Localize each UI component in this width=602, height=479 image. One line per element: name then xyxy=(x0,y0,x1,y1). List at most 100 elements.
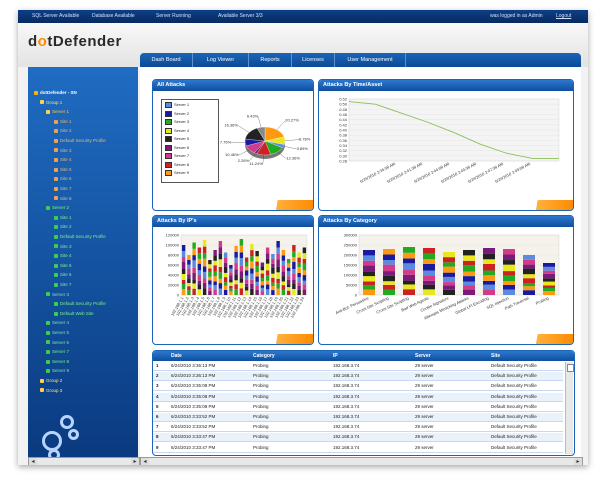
bar-segment xyxy=(265,253,270,259)
tree-node[interactable]: Group 2 xyxy=(40,377,62,384)
tree-node[interactable]: Server 6 xyxy=(46,339,69,346)
bar-segment xyxy=(523,283,535,287)
tree-node[interactable]: Server 8 xyxy=(46,358,69,365)
table-cell: 192.168.3.74 xyxy=(333,393,360,399)
tree-node[interactable]: Default Security Profile xyxy=(54,233,106,240)
tree-node[interactable]: Server 7 xyxy=(46,348,69,355)
y-tick-label: 0.46 xyxy=(339,112,348,117)
tree-node[interactable]: Site 5 xyxy=(54,262,72,269)
bar-segment xyxy=(192,242,196,249)
tree-node[interactable]: Default Web Site xyxy=(54,310,94,317)
tree-node[interactable]: Server 5 xyxy=(46,329,69,336)
scroll-right-arrow-icon[interactable]: ▸ xyxy=(131,458,139,465)
tab-log-viewer[interactable]: Log Viewer xyxy=(193,53,249,67)
tree-node[interactable]: Site 3 xyxy=(54,243,72,250)
col-site[interactable]: Site xyxy=(491,353,501,359)
bar-segment xyxy=(383,284,395,290)
table-row[interactable]: 7 6/24/2010 3:33:52 PM Probing 192.168.3.74… xyxy=(153,423,563,433)
table-row[interactable]: 1 6/24/2010 3:36:13 PM Probing 192.168.3.74… xyxy=(153,362,563,371)
table-row[interactable]: 9 6/24/2010 3:33:47 PM Probing 192.168.3.74… xyxy=(153,444,563,453)
tree-node[interactable]: Site 6 xyxy=(54,271,72,278)
tree-node[interactable]: Site 4 xyxy=(54,252,72,259)
table-cell: 8 xyxy=(156,434,159,440)
tree-node-label: Server 8 xyxy=(52,358,70,364)
tree-node[interactable]: Default Security Profile xyxy=(54,137,106,144)
bar-segment xyxy=(202,246,207,254)
tree-node[interactable]: Site 7 xyxy=(54,281,72,288)
tree-node-label: Site 1 xyxy=(60,118,72,124)
table-row[interactable]: 4 6/24/2010 3:35:08 PM Probing 192.168.3.74… xyxy=(153,392,563,402)
bar-segment xyxy=(218,272,223,279)
tree-node[interactable]: Site 2 xyxy=(54,127,72,134)
tree-node[interactable]: Site 5 xyxy=(54,166,72,173)
tab-dashboard[interactable]: Dash Board xyxy=(140,53,193,67)
bar-segment xyxy=(202,266,207,272)
tree-node[interactable]: Site 1 xyxy=(54,118,72,125)
col-ip[interactable]: IP xyxy=(333,353,338,359)
tree-node[interactable]: Site 1 xyxy=(54,214,72,221)
bar-segment xyxy=(403,280,415,285)
tree-node[interactable]: Server 9 xyxy=(46,367,69,374)
table-row[interactable]: 6 6/24/2010 3:33:52 PM Probing 192.168.3.74… xyxy=(153,413,563,422)
tree-node[interactable]: Site 4 xyxy=(54,156,72,163)
bar-segment xyxy=(271,258,275,264)
scroll-left-arrow-icon[interactable]: ◂ xyxy=(29,458,37,465)
bar-segment xyxy=(443,282,455,286)
server-icon xyxy=(46,359,50,364)
scroll-thumb[interactable] xyxy=(567,364,574,372)
bar-segment xyxy=(297,272,301,278)
site-icon xyxy=(54,225,58,230)
bar-segment xyxy=(383,281,395,285)
table-scrollbar[interactable] xyxy=(565,362,574,454)
bar-segment xyxy=(463,289,475,295)
bar-segment xyxy=(463,260,475,266)
tree-node[interactable]: Server 4 xyxy=(46,319,69,326)
bar-segment xyxy=(483,263,495,271)
scroll-left-arrow-icon[interactable]: ◂ xyxy=(141,458,149,465)
tree-node[interactable]: Site 3 xyxy=(54,147,72,154)
tree-node[interactable]: Site 6 xyxy=(54,175,72,182)
tree-node[interactable]: Group 1 xyxy=(40,99,62,106)
table-cell: 192.168.3.74 xyxy=(333,424,360,430)
tree-node[interactable]: Server 3 xyxy=(46,291,69,298)
table-row[interactable]: 3 6/24/2010 3:35:08 PM Probing 192.168.3.74… xyxy=(153,382,563,392)
tree-node[interactable]: Group 3 xyxy=(40,387,62,394)
tree-node[interactable]: Site 2 xyxy=(54,223,72,230)
tab-reports[interactable]: Reports xyxy=(249,53,292,67)
tree-node-label: Group 3 xyxy=(46,387,63,393)
bar-segment xyxy=(403,289,415,295)
table-row[interactable]: 8 6/24/2010 3:33:47 PM Probing 192.168.3.74… xyxy=(153,433,563,443)
tab-licenses[interactable]: Licenses xyxy=(292,53,335,67)
y-tick-label: 0.28 xyxy=(339,159,348,164)
bar-segment xyxy=(503,260,515,265)
pie-leader xyxy=(248,153,256,162)
bar-segment xyxy=(276,283,280,289)
tree-node[interactable]: Server 1 xyxy=(46,108,69,115)
col-server[interactable]: Server xyxy=(415,353,431,359)
tree-node[interactable]: Site 7 xyxy=(54,185,72,192)
table-row[interactable]: 2 6/24/2010 3:36:13 PM Probing 192.168.3.74… xyxy=(153,372,563,382)
scroll-right-arrow-icon[interactable]: ▸ xyxy=(574,458,582,465)
table-row[interactable]: 5 6/24/2010 3:35:08 PM Probing 192.168.3.74… xyxy=(153,403,563,412)
main-hscroll[interactable]: ◂ ▸ xyxy=(140,457,583,465)
bar-segment xyxy=(202,288,207,295)
tree-node[interactable]: Default Security Profile xyxy=(54,300,106,307)
tree-node[interactable]: Server 2 xyxy=(46,204,69,211)
bar-segment xyxy=(223,277,228,283)
tree-node-label: Site 4 xyxy=(60,253,72,259)
tree-node[interactable]: Site 8 xyxy=(54,195,72,202)
y-tick-label: 20000 xyxy=(168,283,180,288)
bar-segment xyxy=(543,287,555,292)
sidebar-hscroll[interactable]: ◂ ▸ xyxy=(28,457,140,465)
col-category[interactable]: Category xyxy=(253,353,275,359)
site-icon xyxy=(54,138,58,143)
col-date[interactable]: Date xyxy=(171,353,182,359)
tree-node[interactable]: dotDefender - SN xyxy=(34,89,77,96)
bar-segment xyxy=(229,288,233,292)
dotdefender-logo: dotDefender xyxy=(28,33,122,50)
logout-link[interactable]: Logout xyxy=(556,13,572,19)
y-tick-label: 0 xyxy=(355,293,358,298)
panel-title: Attacks By IP's xyxy=(153,216,313,227)
tab-user-management[interactable]: User Management xyxy=(335,53,406,67)
bar-segment xyxy=(383,249,395,255)
